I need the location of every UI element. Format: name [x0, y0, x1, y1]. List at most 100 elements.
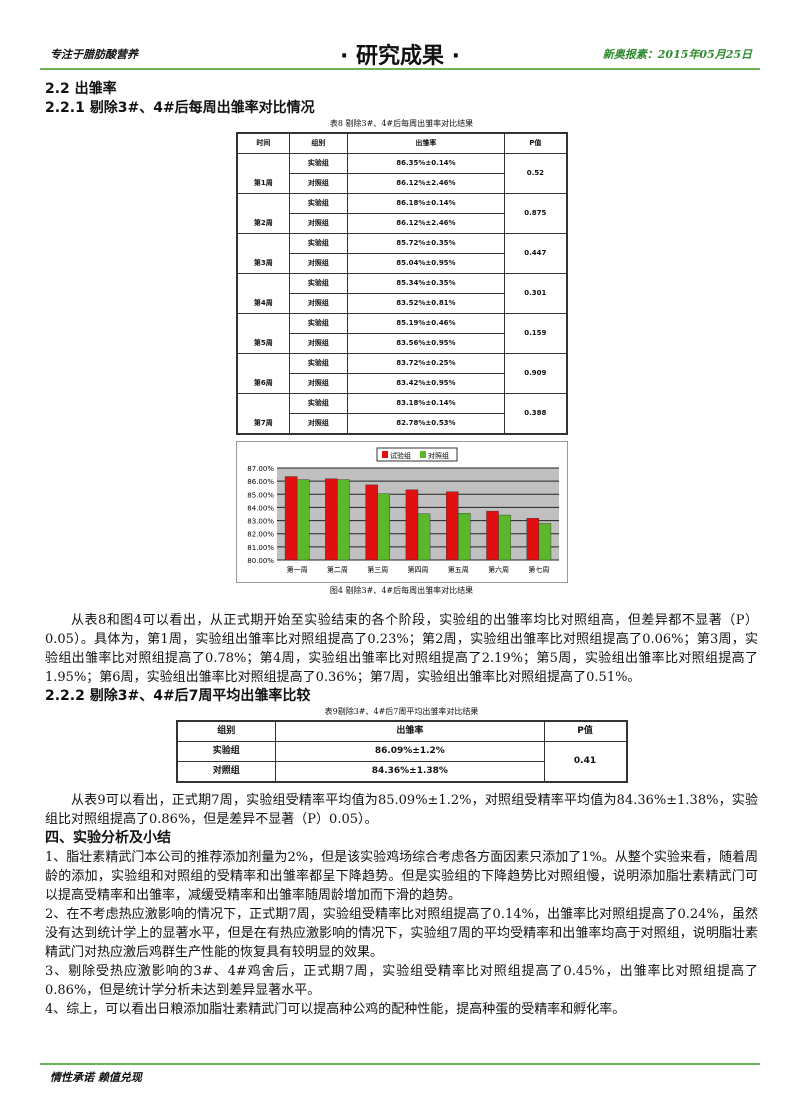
table-row: 第1周 实验组 86.35%±0.14% 0.52 — [235, 153, 567, 194]
header-date: 新奥报素：2015年05月25日 — [602, 48, 752, 61]
bar — [485, 510, 499, 561]
figure4-caption: 图4 剔除3#、4#后每周出雏率对比结果 — [329, 586, 474, 595]
table-row: 第2周 实验组 86.18%±0.14% 0.875 — [235, 193, 567, 234]
bar — [377, 493, 390, 561]
cell-group: 实验组 — [289, 193, 348, 214]
y-tick-label: 80.00% — [247, 557, 274, 565]
cell-p: 0.388 — [504, 393, 567, 435]
conclusion-4: 4、综上，可以看出日粮添加脂壮素精武门可以提高种公鸡的配种性能，提高种蛋的受精率… — [45, 1002, 626, 1017]
cell-group: 实验组 — [289, 233, 348, 254]
table-row: 第5周 实验组 85.19%±0.46% 0.159 — [235, 313, 567, 354]
table8: 时间 组别 出雏率 P值 第1周 实验组 86.35%±0.14% 0.52 对照组 8… — [235, 132, 568, 435]
table-row: 对照组 86.12%±2.46% — [237, 173, 567, 194]
y-tick-label: 84.00% — [247, 504, 274, 512]
cell-rate: 83.42%±0.95% — [346, 373, 506, 394]
heading-2-2-2: 2.2.2 剔除3#、4#后7周平均出雏率比较 — [45, 688, 311, 704]
legend-label: 对照组 — [428, 451, 449, 460]
cell-week: 第5周 — [235, 313, 291, 354]
y-tick-label: 85.00% — [247, 491, 274, 499]
cell: 实验组 — [175, 741, 277, 762]
y-tick-label: 86.00% — [247, 478, 274, 486]
cell-p: 0.875 — [504, 193, 567, 234]
y-tick-label: 87.00% — [247, 465, 274, 473]
cell: 86.09%±1.2% — [275, 741, 545, 762]
table-row: 对照组 84.36%±1.38% — [175, 761, 627, 783]
bar — [417, 513, 430, 561]
x-tick-label: 第四周 — [407, 565, 428, 574]
table-row: 对照组 86.12%±2.46% — [237, 213, 567, 234]
cell-rate: 85.04%±0.95% — [346, 253, 506, 274]
cell-week: 第7周 — [235, 393, 291, 435]
cell-group: 实验组 — [289, 353, 348, 374]
bar — [296, 479, 309, 561]
cell: 对照组 — [175, 761, 277, 783]
cell-group: 对照组 — [289, 413, 348, 435]
col-header: 出雏率 — [275, 720, 545, 742]
header-slogan: 专注于腊肪酸营养 — [50, 48, 138, 61]
cell-group: 实验组 — [289, 153, 348, 174]
cell-week: 第2周 — [235, 193, 291, 234]
table-row: 第7周 实验组 83.18%±0.14% 0.388 — [235, 393, 567, 435]
y-tick-label: 81.00% — [247, 544, 274, 552]
table-row: 第3周 实验组 85.72%±0.35% 0.447 — [235, 233, 567, 274]
cell-rate: 85.72%±0.35% — [346, 233, 506, 254]
x-tick-label: 第五周 — [447, 565, 468, 574]
x-tick-label: 第二周 — [326, 565, 347, 574]
conclusion-2: 2、在不考虑热应激影响的情况下，正式期7周，实验组受精率比对照组提高了0.14%… — [45, 907, 758, 960]
cell-rate: 82.78%±0.53% — [346, 413, 506, 435]
cell-week: 第3周 — [235, 233, 291, 274]
cell-p: 0.909 — [504, 353, 567, 394]
bar — [538, 523, 551, 561]
table9: 组别 出雏率 P值 实验组 86.09%±1.2% 0.41 对照组 84.36… — [175, 720, 628, 783]
x-tick-label: 第三周 — [367, 565, 388, 574]
y-tick-label: 83.00% — [247, 518, 274, 526]
table-row: 第4周 实验组 85.34%±0.35% 0.301 — [235, 273, 567, 314]
cell-rate: 86.18%±0.14% — [346, 193, 506, 214]
conclusion-1: 1、脂壮素精武门本公司的推荐添加剂量为2%，但是该实验鸡场综合考虑各方面因素只添… — [45, 850, 758, 903]
col-header: P值 — [543, 720, 628, 742]
col-header: 时间 — [235, 132, 291, 154]
bar — [324, 478, 338, 561]
cell-group: 实验组 — [289, 393, 348, 414]
cell-p: 0.301 — [504, 273, 567, 314]
cell-group: 对照组 — [289, 213, 348, 234]
footer-slogan: 情性承诺 赖值兑现 — [50, 1071, 142, 1084]
cell-rate: 83.56%±0.95% — [346, 333, 506, 354]
content: 2.2 出雏率 2.2.1 剔除3#、4#后每周出雏率对比情况 表8 剔除3#、… — [45, 80, 758, 1019]
cell-group: 实验组 — [289, 313, 348, 334]
legend — [376, 447, 457, 462]
y-tick-label: 82.00% — [247, 531, 274, 539]
cell-week: 第1周 — [235, 153, 291, 194]
col-header: P值 — [504, 132, 567, 154]
bar — [526, 518, 539, 561]
cell-rate: 85.34%±0.35% — [346, 273, 506, 294]
table8-caption: 表8 剔除3#、4#后每周出雏率对比结果 — [329, 119, 474, 128]
table-row: 实验组 86.09%±1.2% 0.41 — [175, 741, 628, 783]
legend-label: 试验组 — [390, 451, 411, 460]
x-tick-label: 第七周 — [528, 565, 549, 574]
cell-rate: 83.72%±0.25% — [346, 353, 506, 374]
table-row: 对照组 85.04%±0.95% — [237, 253, 567, 274]
col-header: 组别 — [175, 720, 277, 742]
bar — [405, 489, 418, 561]
conclusion-3: 3、剔除受热应激影响的3#、4#鸡舍后，正式期7周，实验组受精率比对照组提高了0… — [45, 964, 758, 998]
cell-group: 对照组 — [289, 293, 348, 314]
bar — [445, 491, 458, 561]
cell-p: 0.447 — [504, 233, 567, 274]
cell-p: 0.41 — [543, 741, 628, 783]
bar — [284, 476, 297, 561]
table-row: 对照组 82.78%±0.53% — [237, 413, 567, 435]
section-title: · 研究成果 · — [339, 44, 461, 69]
bar — [497, 514, 511, 561]
heading-2-2: 2.2 出雏率 — [45, 81, 117, 97]
bar — [457, 513, 471, 561]
cell-group: 对照组 — [289, 333, 348, 354]
cell-rate: 86.12%±2.46% — [346, 173, 506, 194]
cell-group: 实验组 — [289, 273, 348, 294]
heading-4: 四、实验分析及小结 — [45, 830, 171, 846]
legend-swatch — [419, 451, 426, 458]
cell-p: 0.52 — [504, 153, 567, 194]
col-header: 出雏率 — [346, 132, 506, 154]
heading-2-2-1: 2.2.1 剔除3#、4#后每周出雏率对比情况 — [45, 100, 315, 116]
